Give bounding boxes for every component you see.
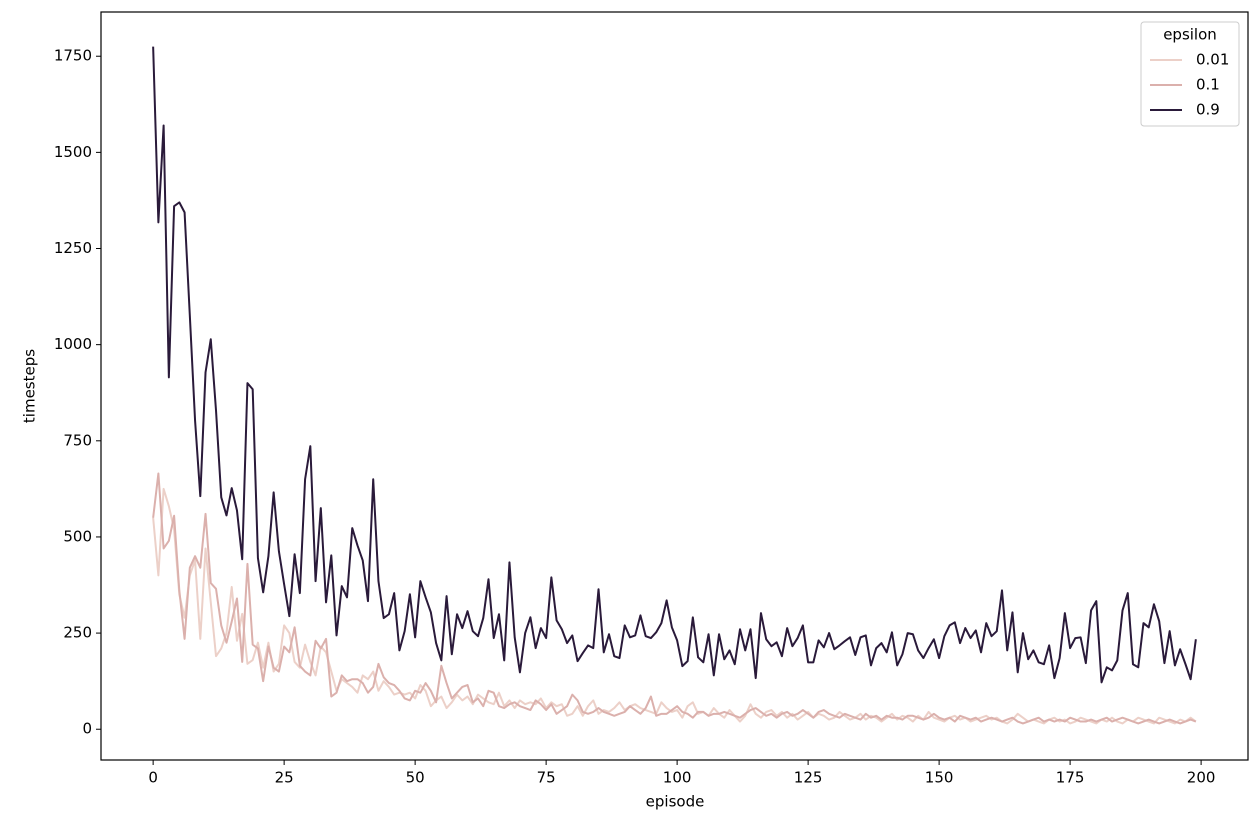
x-tick-label: 125 bbox=[794, 769, 823, 787]
y-tick-label: 1000 bbox=[54, 335, 92, 353]
y-tick-label: 1250 bbox=[54, 239, 92, 257]
plot-frame bbox=[100, 11, 1249, 761]
x-tick-label: 50 bbox=[406, 769, 425, 787]
x-tick-label: 0 bbox=[148, 769, 158, 787]
x-tick-label: 150 bbox=[925, 769, 954, 787]
y-tick-label: 250 bbox=[63, 624, 92, 642]
x-tick-label: 175 bbox=[1056, 769, 1085, 787]
x-axis-label: episode bbox=[646, 793, 705, 811]
x-tick-label: 25 bbox=[275, 769, 294, 787]
y-axis-label: timesteps bbox=[21, 349, 39, 423]
series-line bbox=[152, 472, 1197, 725]
y-tick-label: 500 bbox=[63, 527, 92, 545]
y-tick-label: 1750 bbox=[54, 47, 92, 65]
x-tick-label: 75 bbox=[537, 769, 556, 787]
y-tick-label: 0 bbox=[82, 720, 92, 738]
y-tick-label: 750 bbox=[63, 431, 92, 449]
x-tick-label: 200 bbox=[1187, 769, 1216, 787]
legend-label: 0.01 bbox=[1196, 51, 1229, 69]
series-line bbox=[152, 46, 1197, 684]
series-line bbox=[152, 487, 1197, 725]
legend-frame bbox=[1140, 21, 1240, 127]
legend-label: 0.9 bbox=[1196, 101, 1220, 119]
legend-label: 0.1 bbox=[1196, 76, 1220, 94]
x-tick-label: 100 bbox=[663, 769, 692, 787]
y-tick-label: 1500 bbox=[54, 143, 92, 161]
legend-title: epsilon bbox=[1163, 26, 1217, 44]
